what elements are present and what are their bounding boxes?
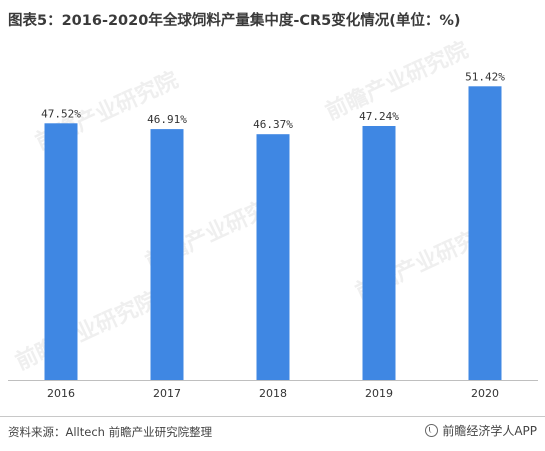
x-tick-label-2019: 2019 xyxy=(365,387,393,400)
source-note: 资料来源：Alltech 前瞻产业研究院整理 xyxy=(8,425,213,439)
brand-logo-icon xyxy=(425,424,439,437)
brand-logo: 前瞻经济学人APP xyxy=(425,422,537,439)
x-tick-label-2018: 2018 xyxy=(259,387,287,400)
bar-2018 xyxy=(256,134,290,380)
x-tick-label-2016: 2016 xyxy=(47,387,75,400)
bar-2016 xyxy=(44,123,78,381)
data-label-2019: 47.24% xyxy=(359,110,399,123)
data-label-2016: 47.52% xyxy=(41,107,81,120)
data-label-2020: 51.42% xyxy=(465,70,505,83)
bar-2020 xyxy=(468,86,502,381)
watermark: 前瞻产业研究院 xyxy=(12,287,163,376)
data-label-2018: 46.37% xyxy=(253,118,293,131)
data-label-2017: 46.91% xyxy=(147,113,187,126)
bar-2019 xyxy=(362,126,396,380)
x-tick-label-2017: 2017 xyxy=(153,387,181,400)
brand-name: 前瞻经济学人APP xyxy=(442,424,537,438)
x-tick-label-2020: 2020 xyxy=(471,387,499,400)
bar-2017 xyxy=(150,129,184,380)
chart-title: 图表5：2016-2020年全球饲料产量集中度-CR5变化情况(单位：%) xyxy=(8,13,461,29)
